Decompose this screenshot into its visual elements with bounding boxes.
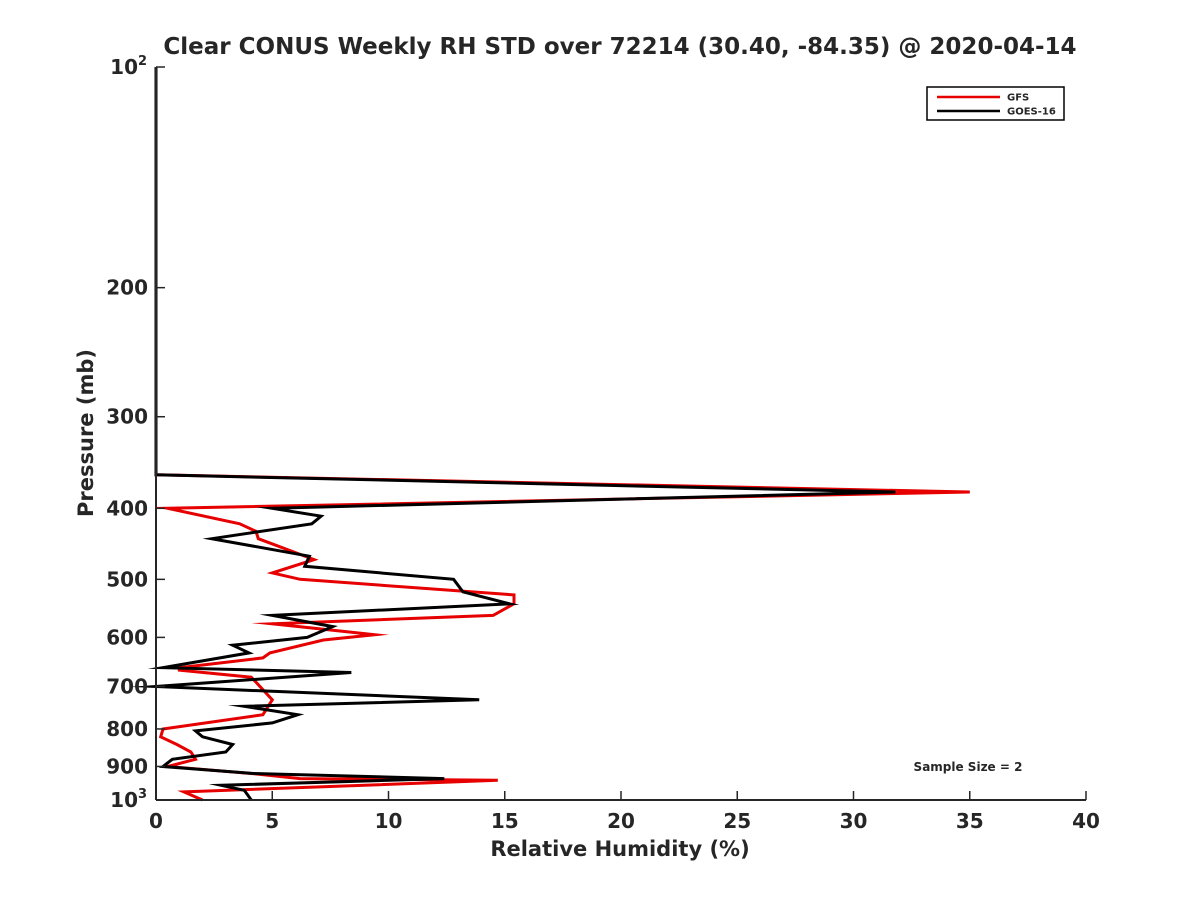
x-tick-label: 35 — [956, 809, 984, 833]
x-tick-label: 0 — [149, 809, 163, 833]
x-tick-label: 10 — [375, 809, 403, 833]
y-tick-label: 10 — [110, 55, 138, 79]
y-tick-exponent: 3 — [138, 787, 147, 802]
x-axis-label: Relative Humidity (%) — [490, 837, 749, 861]
x-tick-label: 25 — [723, 809, 751, 833]
sample-size-annotation: Sample Size = 2 — [914, 760, 1023, 774]
series-layer — [129, 67, 970, 802]
legend-box — [926, 86, 1065, 121]
y-tick-label: 400 — [106, 496, 148, 520]
y-tick-exponent: 2 — [138, 54, 147, 69]
legend-label-gfs: GFS — [1007, 93, 1029, 104]
y-tick-label: 200 — [106, 276, 148, 300]
y-tick-label: 700 — [106, 674, 148, 698]
x-tick-label: 30 — [840, 809, 868, 833]
y-tick-label: 10 — [110, 788, 138, 812]
y-tick-label: 300 — [106, 405, 148, 429]
legend: GFS GOES-16 — [926, 86, 1065, 121]
y-tick-label: 600 — [106, 625, 148, 649]
x-tick-label: 20 — [607, 809, 635, 833]
x-tick-label: 5 — [265, 809, 279, 833]
y-tick-label: 900 — [106, 754, 148, 778]
y-tick-label: 500 — [106, 567, 148, 591]
series-line-goes16 — [129, 67, 896, 801]
x-tick-label: 40 — [1072, 809, 1100, 833]
series-line-gfs — [154, 67, 970, 802]
axes — [155, 67, 1086, 801]
x-tick-label: 15 — [491, 809, 519, 833]
chart-title: Clear CONUS Weekly RH STD over 72214 (30… — [163, 34, 1076, 60]
y-axis-label: Pressure (mb) — [74, 349, 98, 517]
y-tick-label: 800 — [106, 717, 148, 741]
legend-label-goes16: GOES-16 — [1007, 107, 1056, 118]
